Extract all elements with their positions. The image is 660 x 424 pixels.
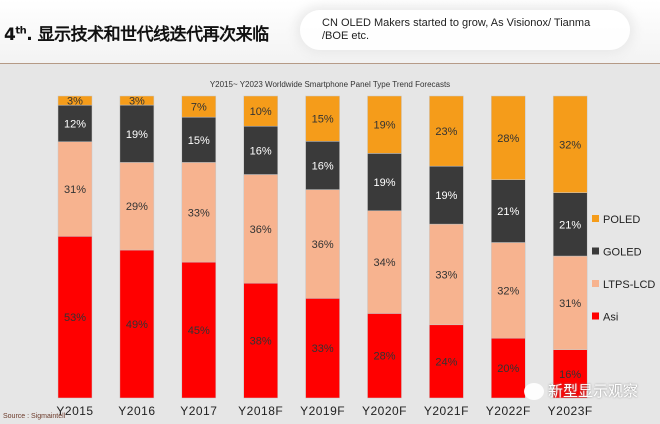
data-label: 31% (64, 184, 86, 196)
x-tick-label: Y2020F (362, 404, 407, 418)
data-label: 31% (559, 298, 581, 310)
data-label: 10% (250, 106, 272, 118)
data-label: 23% (435, 126, 457, 138)
bar-segment-asi-y2015 (57, 236, 93, 399)
bar-segment-poled-y2023f (552, 95, 588, 193)
data-label: 3% (67, 96, 83, 108)
data-label: 53% (64, 312, 86, 324)
bar-segment-ltps-lcd-y2019f (305, 189, 340, 299)
x-tick-label: Y2021F (424, 404, 469, 418)
bar-segment-poled-y2020f (367, 95, 402, 154)
data-label: 24% (435, 356, 457, 368)
legend-label: Asi (603, 312, 618, 324)
bar-segment-poled-y2018f (243, 95, 278, 127)
data-label: 21% (497, 206, 519, 218)
watermark: 新型显示观察 (548, 382, 639, 400)
callout-annotation: CN OLED Makers started to grow, As Visio… (322, 17, 591, 42)
legend-swatch (592, 312, 599, 320)
bar-segment-goled-y2016 (119, 104, 155, 163)
bar-segment-asi-y2022f (491, 337, 526, 399)
data-label: 29% (126, 201, 148, 213)
legend-swatch (592, 247, 599, 255)
bar-segment-asi-y2017 (181, 261, 217, 399)
wechat-icon (524, 383, 544, 400)
data-label: 34% (373, 257, 395, 269)
bar-segment-poled-y2015 (57, 95, 93, 106)
data-label: 38% (250, 336, 272, 348)
data-label: 21% (559, 219, 581, 231)
data-label: 33% (435, 269, 457, 281)
bar-segment-goled-y2023f (552, 192, 588, 257)
data-label: 16% (250, 145, 272, 157)
data-label: 15% (188, 135, 210, 147)
legend-swatch (592, 215, 599, 222)
bar-segment-goled-y2017 (181, 116, 217, 163)
bar-segment-asi-y2020f (367, 313, 402, 399)
legend-label: POLED (603, 214, 640, 226)
x-tick-label: Y2023F (548, 404, 593, 418)
bar-segment-ltps-lcd-y2015 (57, 141, 93, 237)
bar-segment-poled-y2019f (305, 95, 340, 142)
bar-segment-ltps-lcd-y2021f (429, 223, 464, 326)
x-tick-label: Y2015 (56, 404, 93, 418)
bar-segment-goled-y2021f (429, 165, 464, 225)
bar-segment-poled-y2017 (181, 95, 217, 118)
bar-segment-ltps-lcd-y2020f (367, 210, 402, 314)
bar-segment-goled-y2015 (57, 104, 93, 143)
data-label: 19% (126, 129, 148, 141)
data-label: 33% (188, 207, 210, 219)
data-label: 28% (373, 351, 395, 363)
legend-swatch (592, 280, 599, 287)
data-label: 32% (559, 139, 581, 151)
x-tick-label: Y2022F (486, 404, 531, 418)
data-label: 32% (497, 285, 519, 297)
legend-label: LTPS-LCD (603, 279, 655, 291)
x-tick-label: Y2018F (238, 404, 283, 418)
callout-cloud (300, 10, 630, 50)
bar-segment-asi-y2018f (243, 282, 278, 399)
bar-segment-asi-y2019f (305, 298, 340, 399)
data-label: 16% (312, 160, 334, 172)
title-sup: th (15, 25, 27, 37)
legend-label: GOLED (603, 247, 642, 259)
bar-segment-poled-y2021f (429, 95, 464, 167)
data-label: 12% (64, 118, 86, 130)
data-label: 19% (373, 177, 395, 189)
data-label: 45% (188, 325, 210, 337)
data-label: 20% (497, 363, 519, 375)
title-text: . 显示技术和世代线迭代再次来临 (26, 25, 269, 45)
chart-title: Y2015~ Y2023 Worldwide Smartphone Panel … (209, 80, 451, 89)
bar-segment-ltps-lcd-y2018f (243, 174, 278, 284)
data-label: 19% (435, 190, 457, 202)
bar-segment-ltps-lcd-y2022f (491, 242, 526, 339)
bar-segment-goled-y2022f (491, 179, 526, 243)
data-label: 19% (373, 120, 395, 132)
data-label: 7% (191, 102, 207, 114)
data-label: 3% (129, 96, 145, 108)
x-tick-label: Y2017 (180, 404, 217, 418)
bar-segment-poled-y2022f (491, 95, 526, 180)
x-tick-label: Y2019F (300, 404, 345, 418)
bar-segment-poled-y2016 (119, 95, 155, 106)
bar-segment-asi-y2021f (429, 324, 464, 399)
bar-segment-goled-y2020f (367, 153, 402, 212)
data-label: 28% (497, 133, 519, 145)
data-label: 36% (250, 224, 272, 236)
data-label: 33% (312, 343, 334, 355)
data-label: 49% (126, 319, 148, 331)
data-label: 36% (312, 239, 334, 251)
bar-segment-ltps-lcd-y2017 (181, 162, 217, 263)
bar-segment-goled-y2018f (243, 125, 278, 175)
x-tick-label: Y2016 (118, 404, 155, 418)
data-label: 16% (559, 369, 581, 381)
title-number: 4 (4, 25, 16, 45)
data-label: 15% (312, 114, 334, 126)
source-note: Source : Sigmaintell (3, 413, 66, 420)
bar-segment-goled-y2019f (305, 141, 340, 190)
slide-title: 4th. 显示技术和世代线迭代再次来临 (4, 20, 269, 45)
